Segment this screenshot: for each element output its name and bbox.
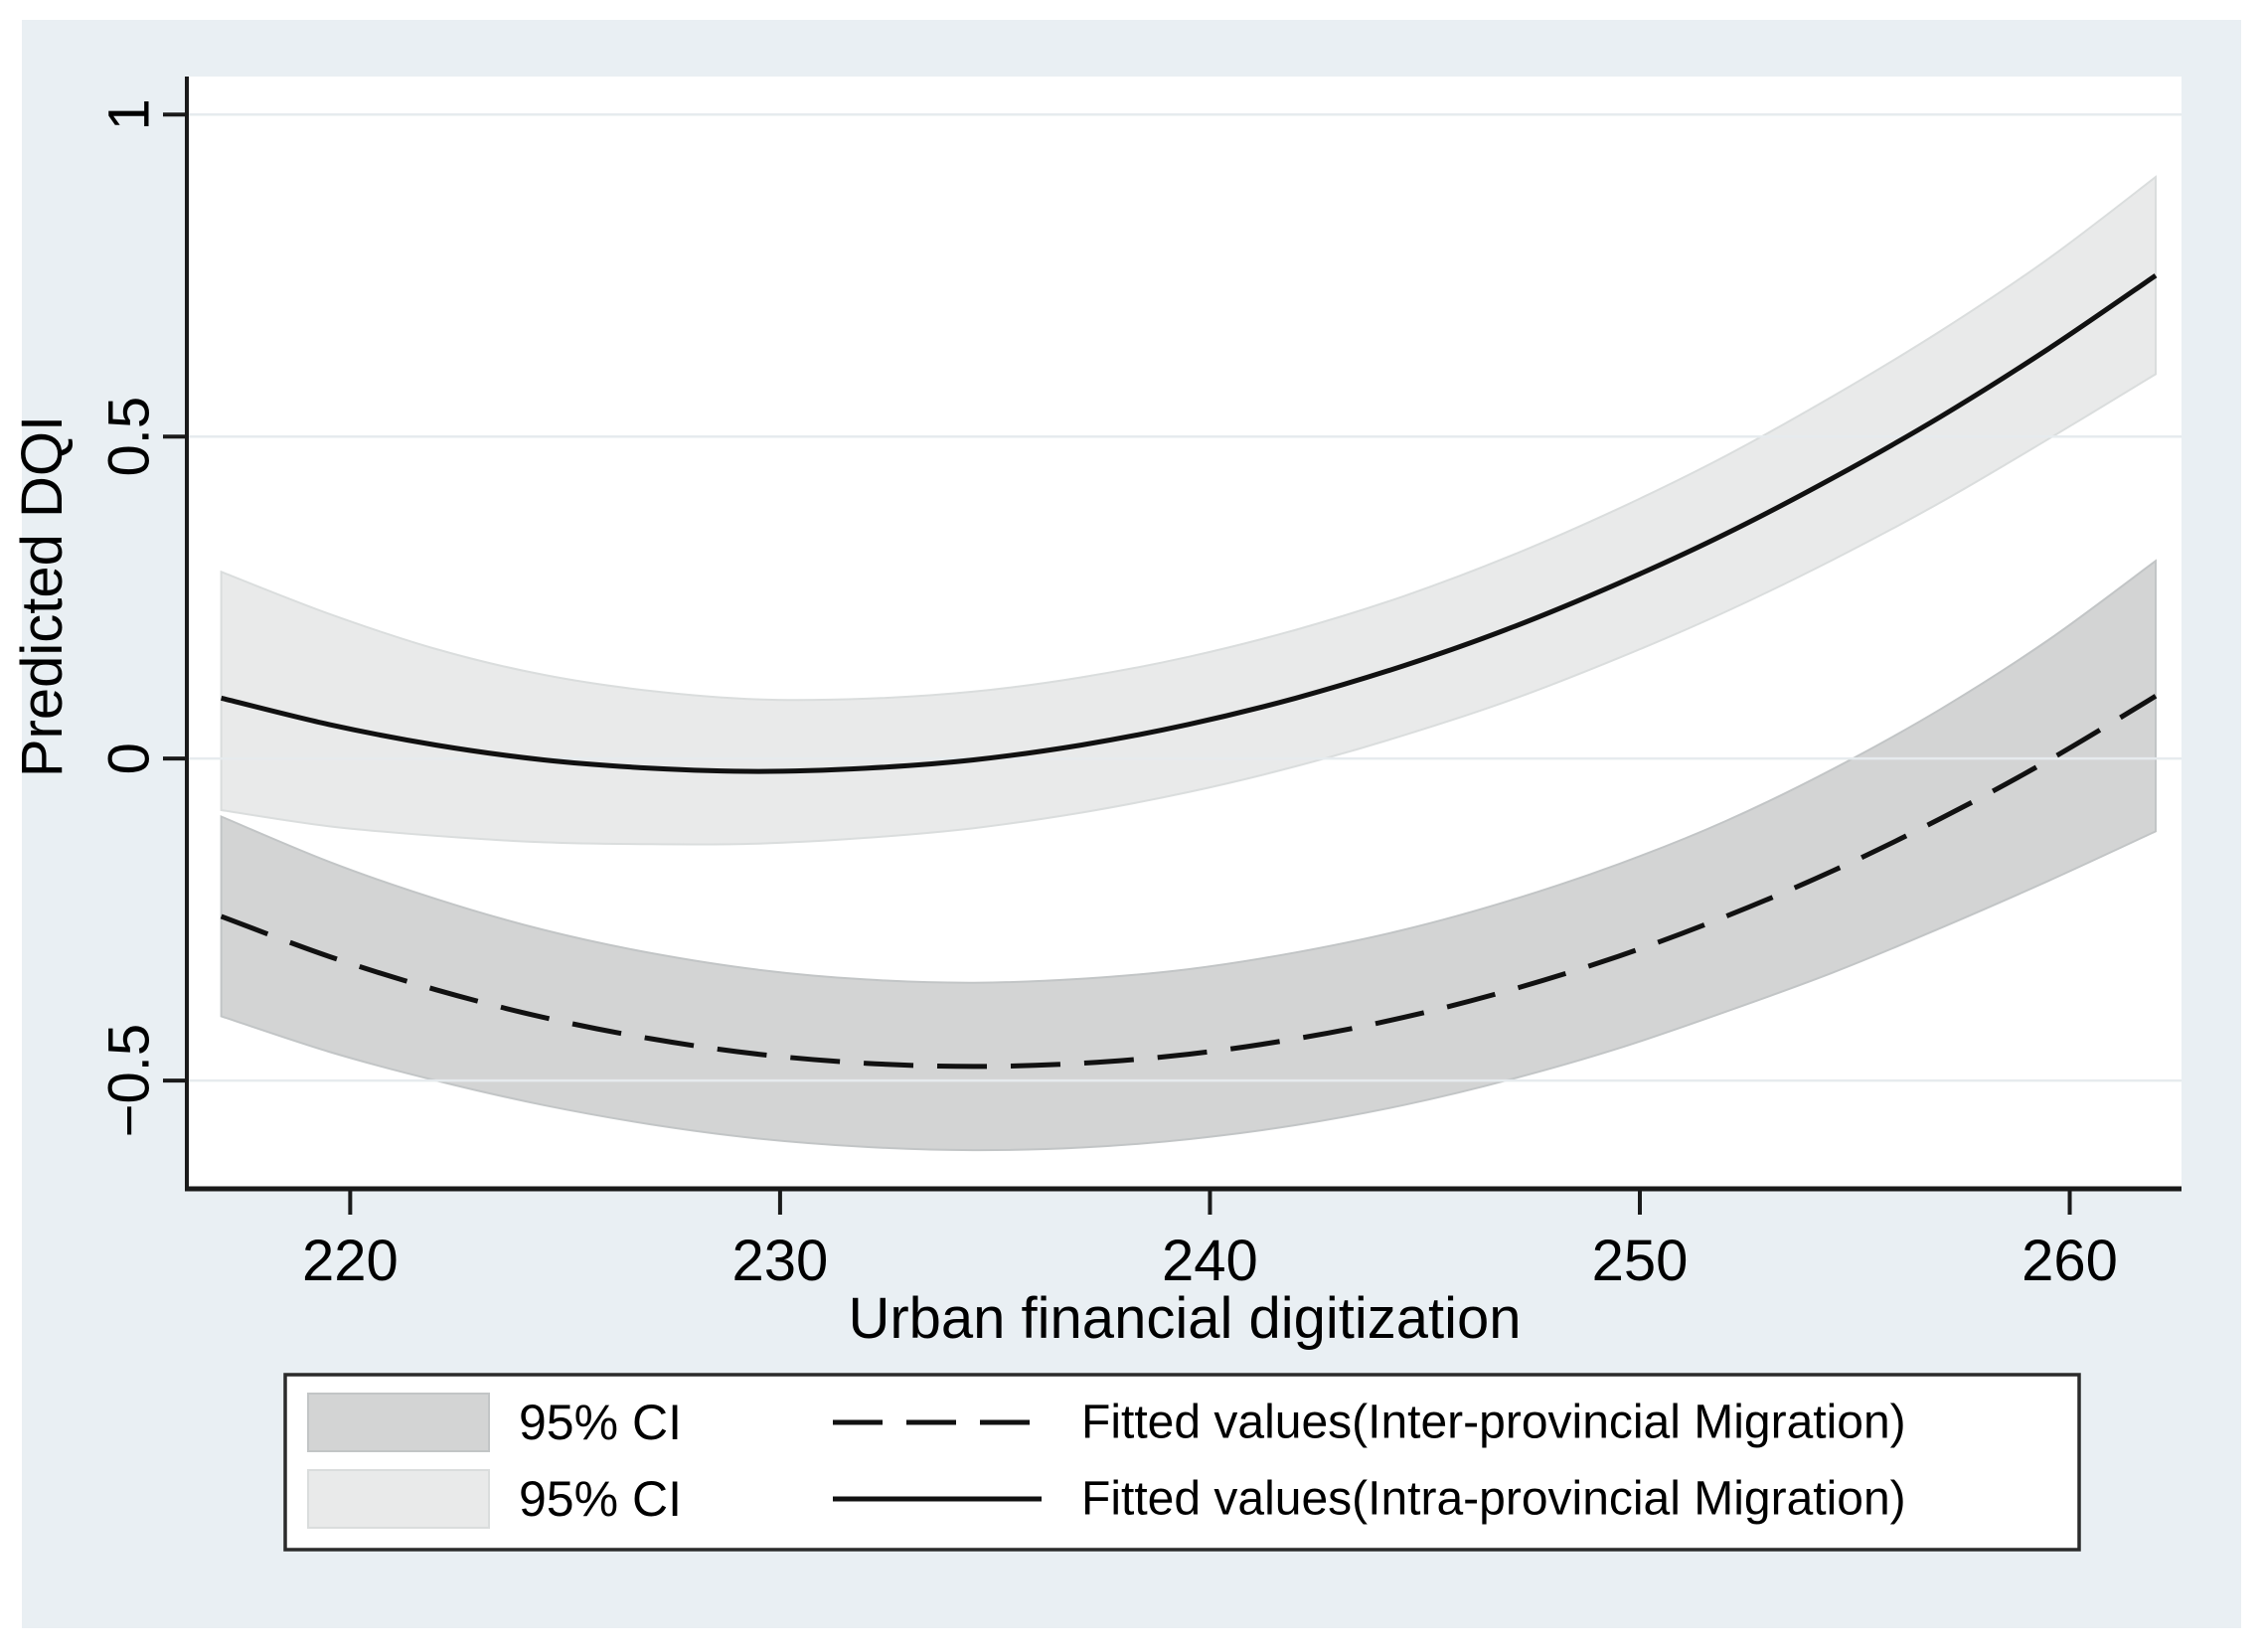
y-tick-label-1: 1 — [97, 98, 162, 130]
ticks-layer: 220 230 240 250 260 −0.5 0 0.5 1 — [96, 98, 2117, 1293]
axes-layer — [185, 77, 2182, 1192]
y-tick-label-0.5: 0.5 — [97, 397, 162, 477]
legend: 95% CI Fitted values(Inter-provincial Mig… — [283, 1373, 2081, 1552]
x-tick-label-260: 260 — [2021, 1229, 2118, 1293]
y-tick-label-−0.5: −0.5 — [97, 1024, 162, 1138]
fitted-lines-layer — [220, 273, 2158, 1070]
legend-ci-swatch-inter-provincial — [307, 1393, 490, 1452]
x-tick-label-240: 240 — [1162, 1229, 1258, 1293]
y-tick-label-0: 0 — [96, 743, 161, 774]
ci-band-inter-provincial — [220, 559, 2157, 1152]
legend-ci-label-intra-provincial: 95% CI — [519, 1471, 682, 1527]
fitted-line-intra-provincial — [221, 273, 2158, 774]
fitted-line-inter-provincial — [220, 694, 2158, 1070]
x-tick-label-230: 230 — [732, 1229, 829, 1293]
legend-series-label-intra-provincial: Fitted values(Intra-provincial Migration… — [1081, 1473, 1906, 1526]
legend-ci-swatch-intra-provincial — [307, 1469, 490, 1529]
legend-ci-label-inter-provincial: 95% CI — [519, 1395, 682, 1450]
x-tick-label-250: 250 — [1592, 1229, 1689, 1293]
legend-box — [283, 1373, 2081, 1552]
legend-series-label-inter-provincial: Fitted values(Inter-provincial Migration… — [1081, 1397, 1906, 1449]
y-axis-title: Predicted DQI — [10, 415, 75, 777]
x-tick-label-220: 220 — [302, 1229, 399, 1293]
x-axis-title: Urban financial digitization — [848, 1286, 1521, 1351]
